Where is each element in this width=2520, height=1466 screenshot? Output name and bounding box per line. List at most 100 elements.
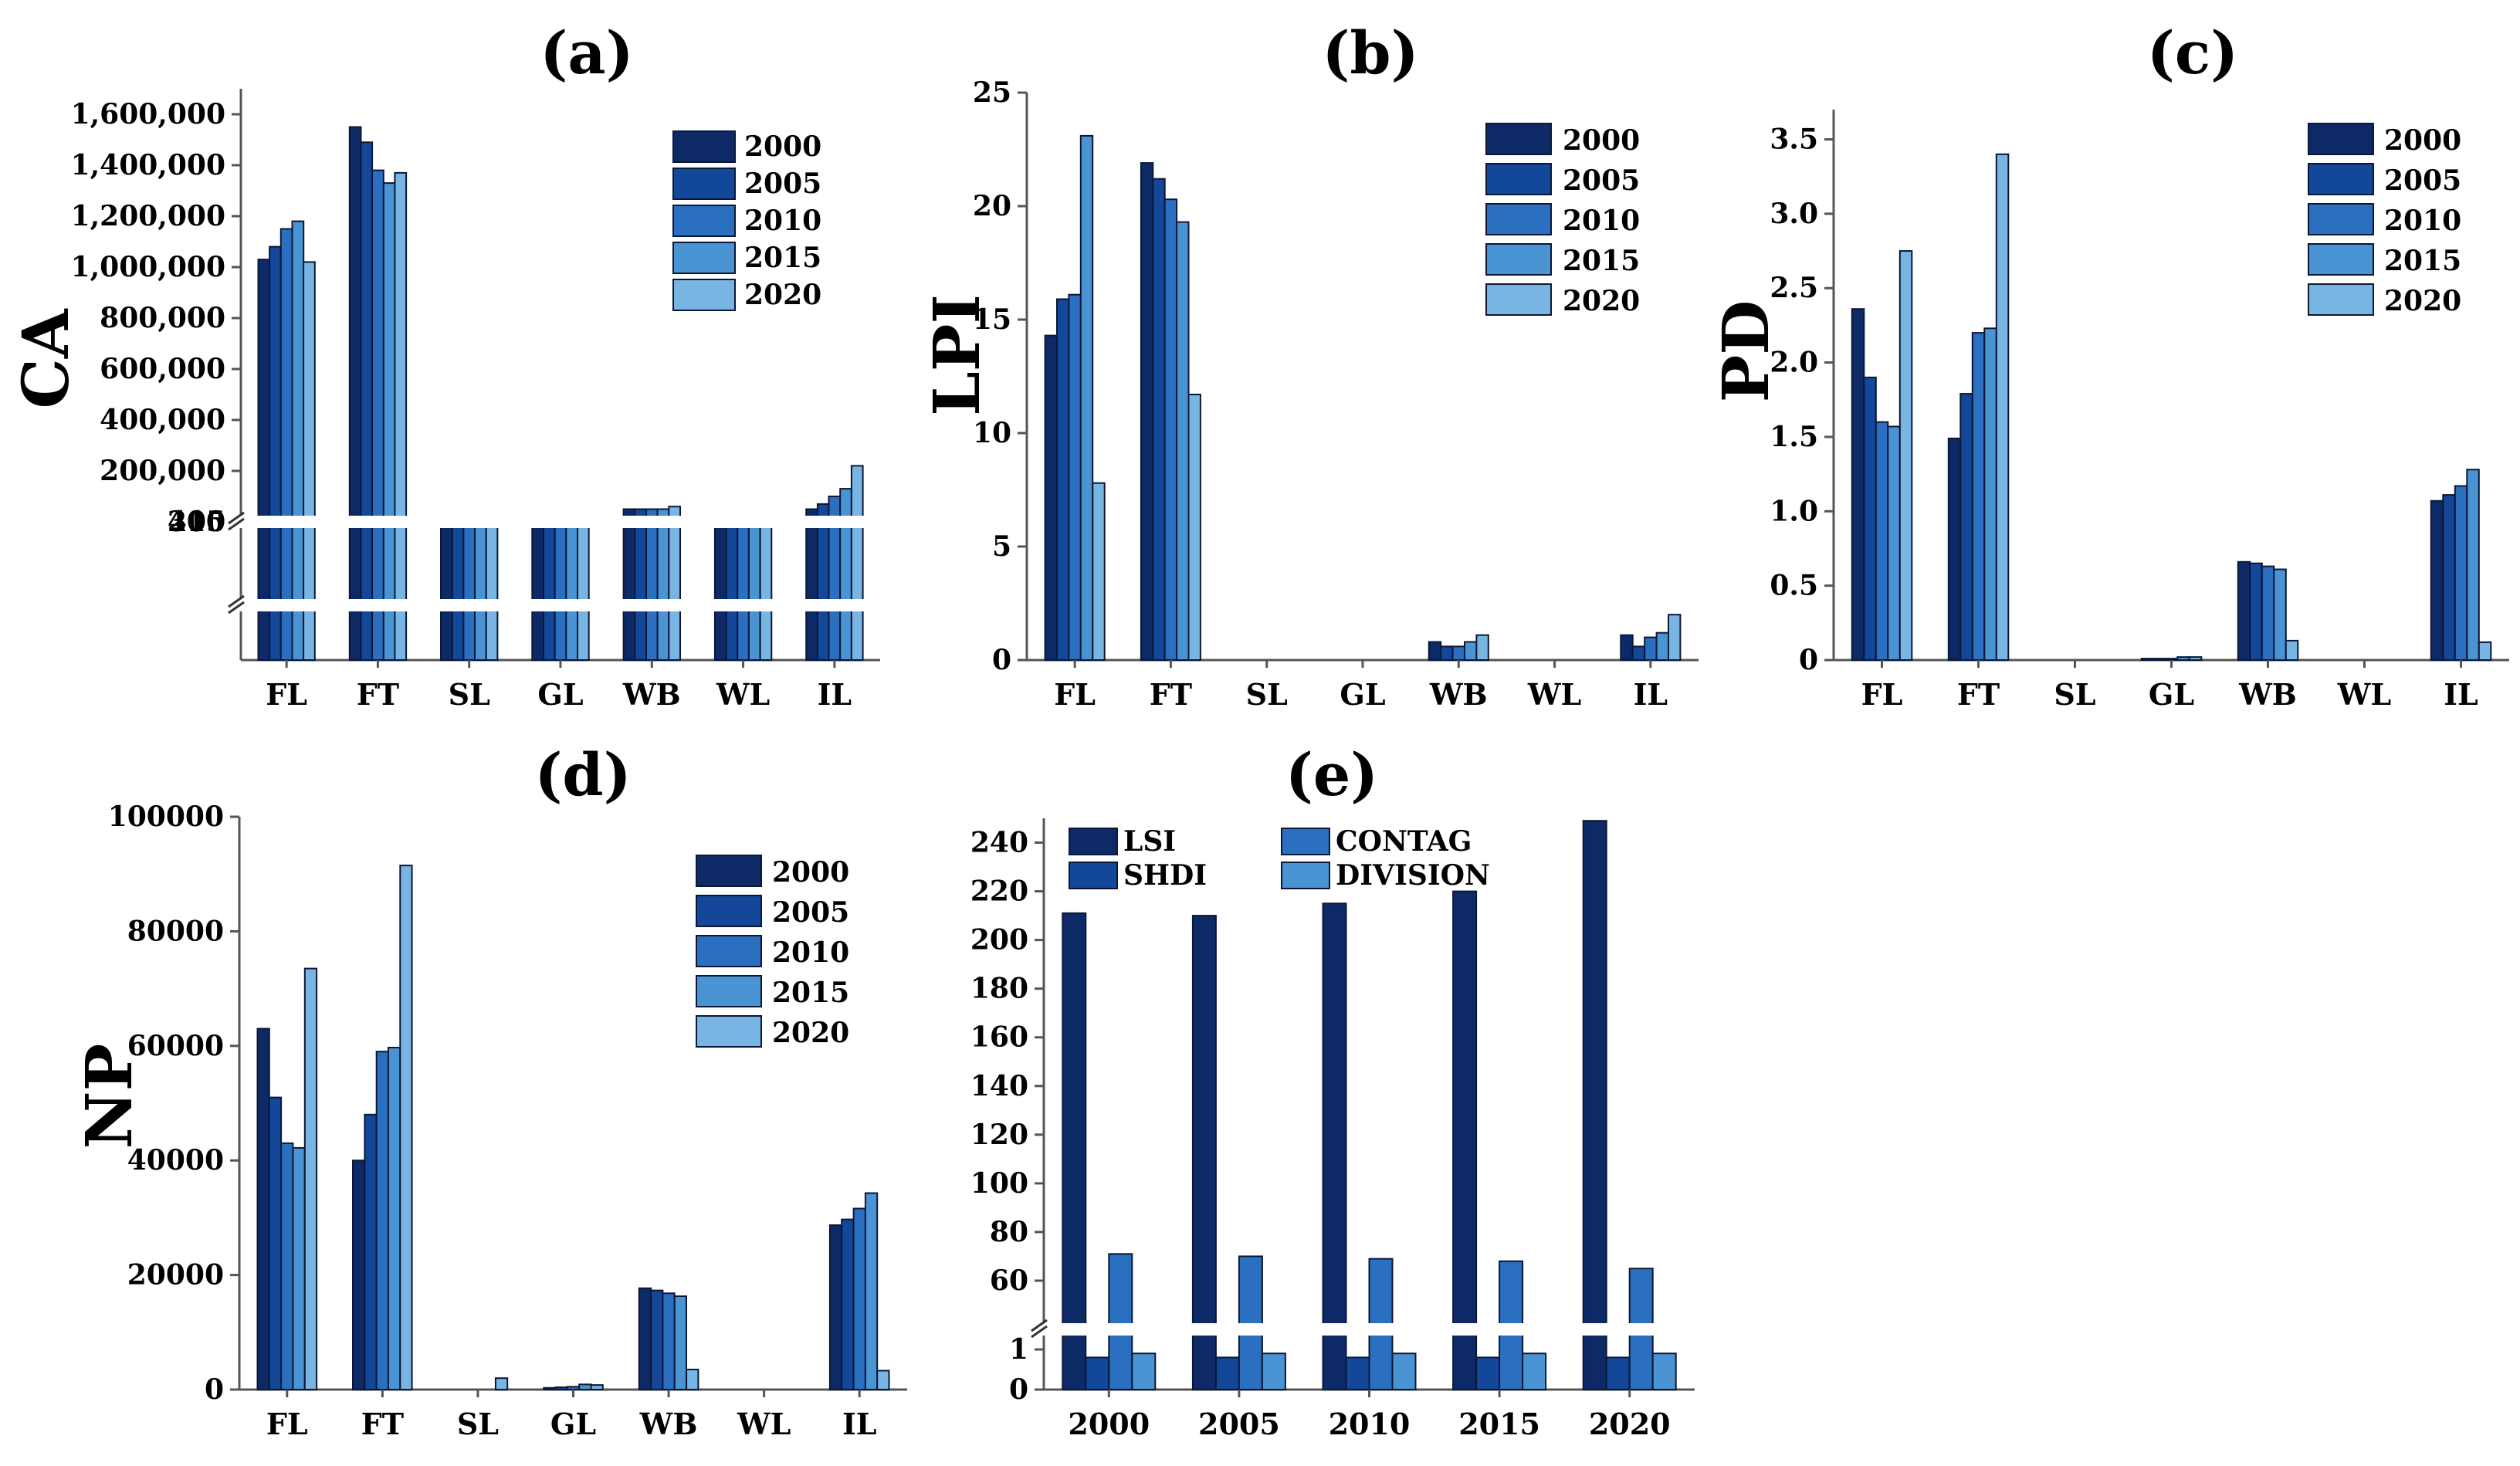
- bar-FL-2010: [1068, 293, 1082, 661]
- legend-swatch: [1281, 862, 1330, 889]
- x-tick-label: IL: [2444, 677, 2478, 712]
- y-tick-label: 2.0: [1770, 347, 1818, 379]
- x-tick-label: WL: [2337, 677, 2391, 712]
- x-tick-label: WL: [1527, 677, 1581, 712]
- bar-WB-2015: [1464, 641, 1478, 661]
- y-tick-label: 80: [990, 1216, 1028, 1248]
- bar-2005-SHDI: [1214, 1356, 1240, 1391]
- bar-SL-2020: [494, 1377, 509, 1390]
- x-tick-label: IL: [818, 677, 852, 712]
- legend-label: 2000: [1563, 124, 1640, 157]
- legend-label: 2015: [2384, 245, 2461, 277]
- axis-break-mark: [1031, 1319, 1048, 1332]
- bar-FL-2005: [268, 1096, 283, 1390]
- legend-label: 2015: [1563, 245, 1640, 277]
- panel-a-title: (a): [540, 19, 633, 87]
- legend-swatch: [2308, 243, 2374, 276]
- y-tick-label: 80000: [127, 915, 224, 947]
- bar-GL-2000: [2140, 658, 2155, 661]
- panel-b-plot: 0 5 10 15 20 25 FL FT SL GL WB WL IL: [973, 76, 1699, 712]
- bar-2020-SHDI: [1605, 1356, 1631, 1391]
- panel-e-title: (e): [1285, 740, 1378, 809]
- axis-break-mark: [228, 517, 245, 531]
- x-tick-label: 2010: [1329, 1407, 1411, 1441]
- bar-FT-2000: [1140, 162, 1154, 662]
- legend-swatch: [1485, 283, 1552, 316]
- legend-label: 2005: [2384, 164, 2461, 197]
- y-tick-label: 60: [990, 1265, 1028, 1297]
- bar-FT-2015: [388, 1047, 401, 1390]
- legend-label: 2005: [744, 168, 821, 200]
- x-tick-label: 2020: [1589, 1407, 1671, 1441]
- x-tick-label: 2000: [1068, 1407, 1150, 1441]
- bar-SL-2000: [440, 521, 453, 661]
- bar-IL-2010: [852, 1207, 866, 1390]
- bar-WB-2015: [2273, 568, 2287, 661]
- panel-d-plot: 0 20000 40000 60000 80000 100000 FL FT SL GL WB WL I…: [108, 801, 907, 1441]
- axis-break-mark: [1031, 1325, 1048, 1339]
- bar-WB-2015: [673, 1295, 688, 1390]
- legend-swatch: [1485, 203, 1552, 235]
- bar-FT-2015: [382, 182, 396, 662]
- legend-swatch: [2308, 203, 2374, 235]
- y-tick-label: 0: [1009, 1373, 1028, 1406]
- bar-FL-2005: [269, 245, 282, 662]
- panel-a-ylabel: CA: [9, 308, 83, 408]
- bar-FT-2015: [1176, 221, 1190, 662]
- bar-WB-2000: [1428, 641, 1442, 661]
- panel-c-legend: 2000 2005 2010 2015 2020: [2308, 123, 2461, 317]
- panel-b: (b) LPI 2000 2005 2010 2015 2020: [920, 19, 1640, 416]
- legend-label: 2000: [744, 130, 821, 163]
- panel-d: (d) NP 2000 2005 2010 2015 2020: [73, 740, 849, 1149]
- legend-swatch: [696, 895, 762, 927]
- panel-e: (e) LSI SHDI CONTAG DIVISION: [1069, 740, 1490, 892]
- y-tick-label: 3.5: [1770, 124, 1818, 156]
- bar-WB-2015: [656, 508, 670, 661]
- bar-FL-2020: [303, 967, 318, 1390]
- bar-IL-2010: [1644, 636, 1658, 661]
- y-tick-label: 120: [970, 1119, 1028, 1151]
- bar-WB-2000: [622, 508, 636, 661]
- bar-IL-2020: [1668, 614, 1682, 662]
- bar-IL-2015: [864, 1192, 879, 1390]
- legend-label: DIVISION: [1336, 859, 1490, 892]
- legend-label: 2020: [744, 279, 821, 311]
- bar-FT-2000: [1947, 437, 1962, 662]
- x-tick-label: GL: [537, 677, 583, 712]
- bar-GL-2020: [2188, 656, 2203, 661]
- panel-c: (c) PD 2000 2005 2010 2015 2020: [1709, 19, 2461, 402]
- legend-label: 2005: [1563, 164, 1640, 197]
- bar-WB-2000: [638, 1287, 652, 1390]
- x-tick-label: GL: [1340, 677, 1385, 712]
- bar-FT-2010: [375, 1051, 390, 1390]
- legend-swatch: [672, 242, 736, 274]
- bar-FT-2010: [371, 169, 384, 662]
- bar-FL-2020: [1092, 482, 1106, 662]
- bar-WB-2005: [1440, 645, 1454, 662]
- legend-swatch: [696, 1015, 762, 1048]
- panel-a-legend: 2000 2005 2010 2015 2020: [672, 130, 821, 311]
- legend-swatch: [1485, 243, 1552, 276]
- panel-d-title: (d): [534, 740, 631, 809]
- bar-2010-SHDI: [1345, 1356, 1370, 1391]
- y-tick-label: 60000: [127, 1030, 224, 1062]
- bar-FT-2020: [394, 171, 408, 661]
- bar-2005-DIVISION: [1261, 1353, 1286, 1390]
- x-tick-label: GL: [550, 1407, 596, 1441]
- legend-label: 2010: [744, 205, 821, 237]
- bar-IL-2010: [2454, 485, 2468, 661]
- bar-FT-2000: [348, 126, 362, 661]
- bar-2020-LSI: [1582, 820, 1607, 1390]
- legend-label: 2020: [1563, 285, 1640, 317]
- bar-WB-2020: [668, 506, 681, 662]
- bar-2015-LSI: [1452, 890, 1478, 1390]
- bar-WL-2010: [737, 521, 750, 661]
- y-tick-label: 160: [970, 1021, 1028, 1054]
- bar-IL-2015: [2466, 469, 2480, 661]
- legend-swatch: [2308, 283, 2374, 316]
- legend-swatch: [2308, 163, 2374, 195]
- y-tick-label: 0.5: [1770, 570, 1818, 602]
- bar-WB-2010: [662, 1292, 676, 1391]
- y-tick-label: 1.0: [1770, 495, 1818, 527]
- bar-2015-SHDI: [1475, 1356, 1501, 1391]
